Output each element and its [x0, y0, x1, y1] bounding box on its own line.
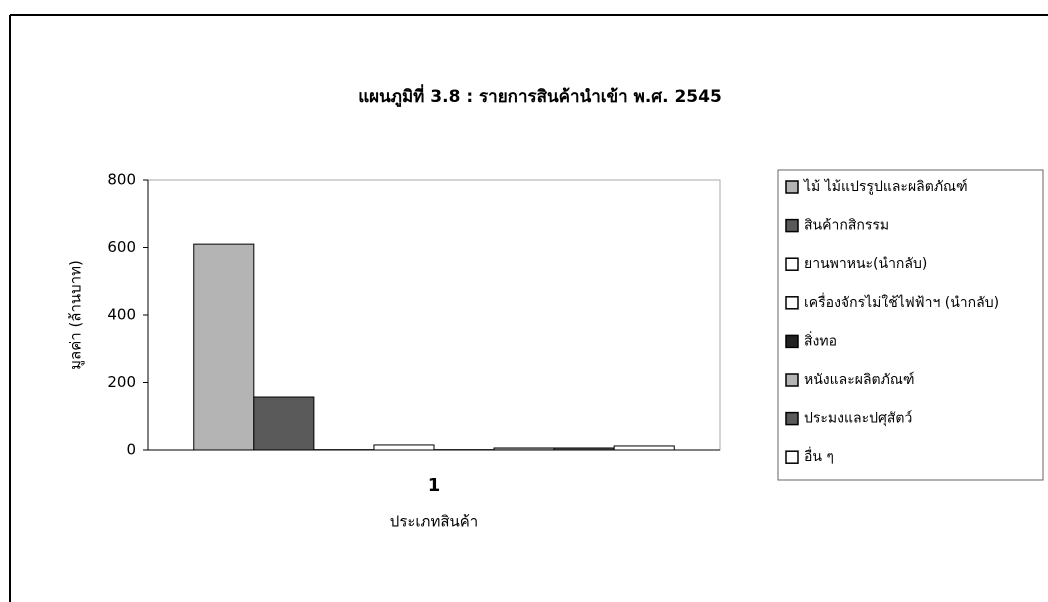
- legend-label: ยานพาหนะ(นำกลับ): [804, 256, 927, 272]
- legend-swatch: [785, 180, 799, 194]
- legend-label: ประมงและปศุสัตว์: [804, 410, 912, 427]
- chart-title: แผนภูมิที่ 3.8 : รายการสินค้านำเข้า พ.ศ.…: [358, 84, 722, 108]
- legend-label: หนังและผลิตภัณฑ์: [804, 371, 914, 388]
- legend-swatch: [785, 296, 799, 310]
- bar: [373, 444, 435, 451]
- bar: [253, 396, 315, 451]
- bar: [193, 243, 255, 451]
- legend-label: สิ่งทอ: [804, 331, 837, 349]
- x-tick-label: 1: [428, 475, 441, 496]
- legend-swatch: [785, 450, 799, 464]
- bar: [613, 445, 675, 451]
- legend-label: สินค้ากสิกรรม: [804, 218, 889, 234]
- bar: [493, 447, 555, 451]
- legend-label: อื่น ๆ: [804, 447, 834, 465]
- legend-label: เครื่องจักรไม่ใช้ไฟฟ้าฯ (นำกลับ): [804, 293, 999, 311]
- y-tick-label: 600: [107, 238, 136, 256]
- legend-label: ไม้ ไม้แปรรูปและผลิตภัณฑ์: [803, 178, 968, 195]
- bar: [553, 447, 615, 451]
- legend: [777, 169, 1044, 481]
- x-axis-label: ประเภทสินค้า: [390, 513, 478, 531]
- y-tick-label: 800: [107, 171, 136, 189]
- y-axis-label: มูลค่า (ล้านบาท): [67, 260, 85, 370]
- legend-swatch: [785, 411, 799, 426]
- legend-swatch: [785, 334, 799, 349]
- legend-swatch: [785, 257, 799, 271]
- y-tick-label: 0: [126, 441, 136, 459]
- y-tick-label: 200: [107, 373, 136, 391]
- legend-swatch: [785, 218, 799, 233]
- legend-swatch: [785, 373, 799, 387]
- y-tick-label: 400: [107, 306, 136, 324]
